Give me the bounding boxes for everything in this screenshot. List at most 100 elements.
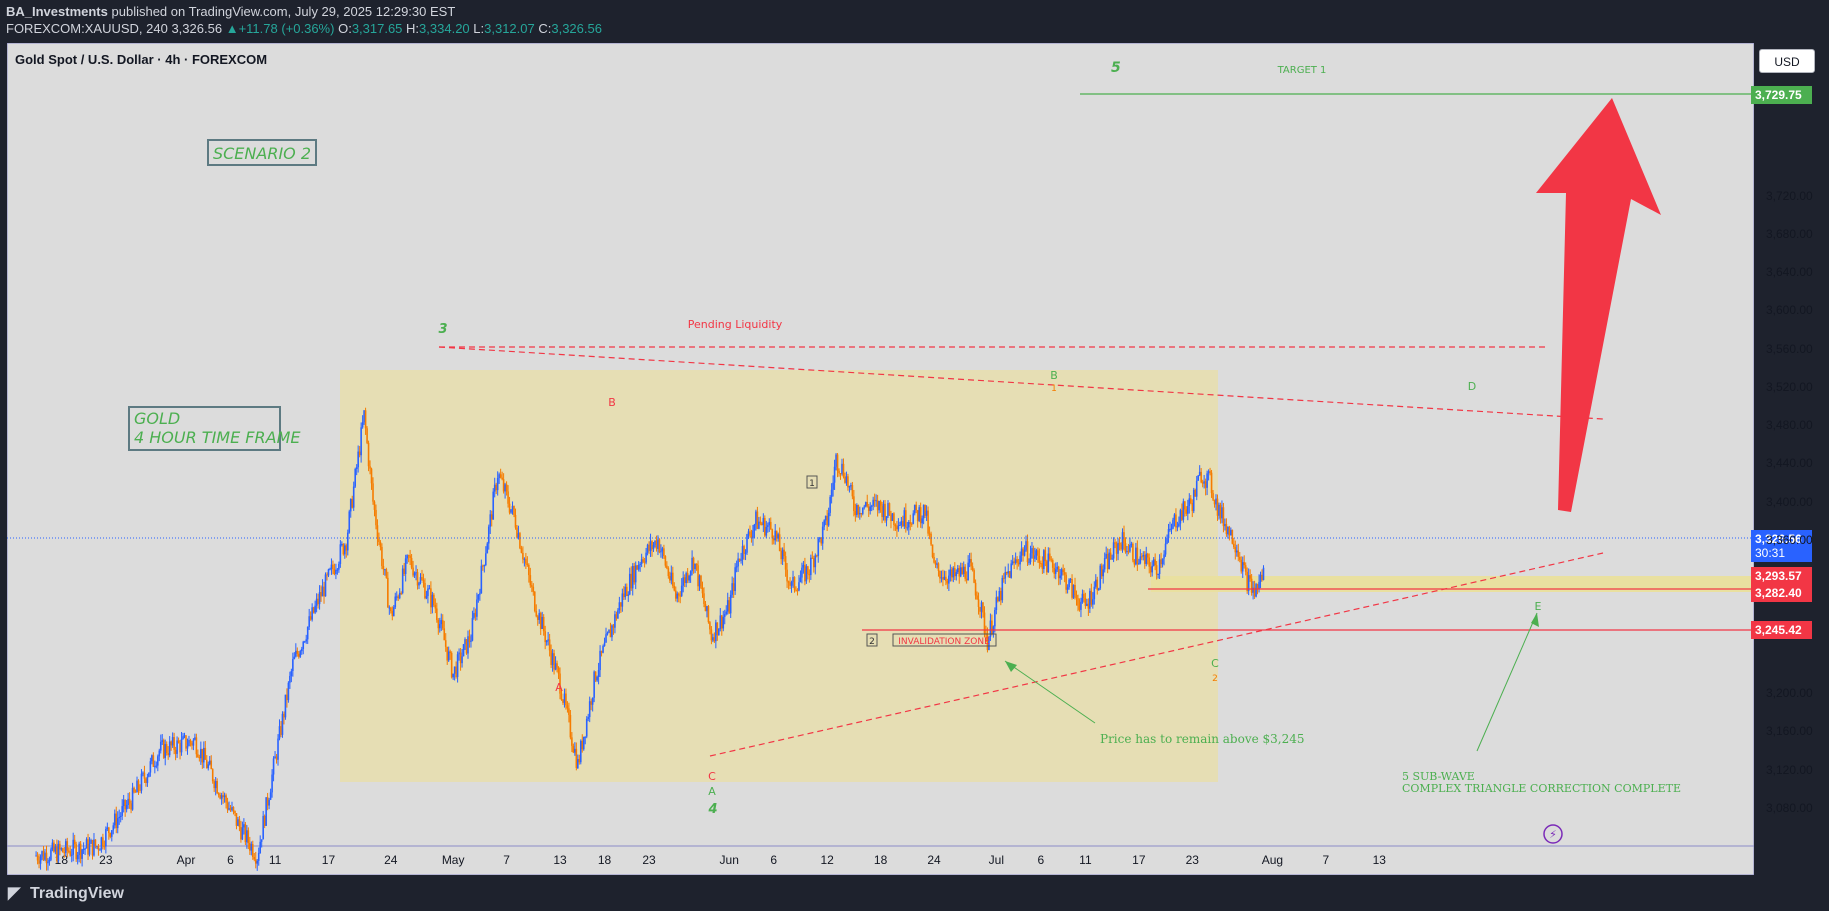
candle-body [712,637,714,641]
candle-body [934,562,937,565]
candle-body [749,531,751,536]
candle-body [56,846,58,861]
invalidation-zone-label: INVALIDATION ZONE [898,637,990,647]
lightning-glyph: ⚡ [1549,828,1557,841]
candle-body [1062,569,1064,573]
candle-body [39,856,42,864]
candle-body [1191,502,1194,512]
candle-body [936,563,938,565]
candle-body [1086,603,1088,606]
candle-body [603,642,606,646]
wave-A-red-label: A [555,681,563,694]
candle-body [228,808,230,810]
publisher-name[interactable]: BA_Investments [6,4,108,19]
candle-body [940,577,943,579]
candle-body [701,588,704,594]
candle-body [547,639,549,641]
lightning-icon[interactable] [1543,824,1563,844]
candle-body [535,611,538,617]
wave-B-red-label: B [608,396,616,409]
candle-body [110,830,113,837]
candle-body [177,740,180,743]
tradingview-logo[interactable]: ◤ TradingView [8,883,124,903]
candle-body [516,527,518,538]
candle-body [75,844,77,860]
candle-body [768,521,771,526]
candle-body [1099,565,1102,589]
level-b-tag: 3,282.40 [1751,584,1812,602]
candle-body [251,844,254,857]
candle-body [237,819,239,826]
candle-body [692,557,695,570]
candle-body [1093,586,1096,600]
candle-body [232,807,235,811]
candle-body [317,598,319,605]
candle-body [406,555,408,559]
candle-body [970,559,972,567]
y-tick-label: 3,360.00 [1766,532,1813,547]
candle-body [149,761,152,773]
candle-body [103,846,106,848]
candle-body [225,795,227,803]
candle-body [761,523,763,526]
candle-body [105,829,107,847]
candle-body [1029,553,1032,563]
candle-body [63,852,66,854]
candle-body [211,769,214,782]
candle-body [425,596,428,599]
wave-B-small-label: 1 [1051,384,1057,394]
candle-body [579,740,582,763]
candle-body [94,839,97,847]
candle-body [942,577,944,580]
candle-body [179,742,181,753]
candle-body [1026,541,1029,563]
candle-body [762,517,765,526]
candle-body [73,839,76,845]
candle-body [154,766,156,768]
candle-body [1118,542,1121,545]
candle-body [643,561,646,563]
candle-body [1008,571,1011,578]
candle-body [99,849,101,851]
candle-body [1127,550,1130,552]
candle-body [431,594,434,608]
candle-body [1222,507,1225,527]
candle-body [69,851,72,856]
candle-body [1209,471,1211,473]
candle-body [844,476,846,483]
candle-body [1023,550,1026,556]
candle-body [553,653,555,670]
candle-body [633,566,636,583]
subwave-label-1: 5 SUB-WAVE [1402,770,1475,783]
candle-body [159,741,162,751]
current-price-tag: 3,326.56 30:31 [1751,530,1812,562]
candle-body [458,652,460,655]
candle-body [1155,565,1158,575]
candle-body [827,512,830,526]
candle-body [440,620,443,625]
candle-body [952,568,955,578]
candle-body [1041,563,1044,570]
candle-body [208,760,211,765]
candle-body [1255,584,1257,597]
candle-body [305,639,308,642]
candle-body [1054,569,1057,574]
chart-canvas[interactable]: 18 23 Apr 6 11 17 24 May 7 13 18 23 Jun 6 12 18 24 Jul 6 11… [7,43,1754,875]
candle-body [1176,526,1179,528]
candle-body [1124,543,1127,553]
candle-body [937,563,940,571]
candle-body [266,797,269,806]
candle-body [746,534,748,553]
candle-body [582,736,585,750]
candle-body [136,780,138,793]
candle-body [919,507,922,524]
candle-body [1221,507,1223,519]
candle-body [1109,552,1112,560]
candle-body [959,567,962,577]
subwave-arrow [1476,612,1538,752]
chart-frame[interactable]: 18 23 Apr 6 11 17 24 May 7 13 18 23 Jun 6 12 18 24 Jul 6 11… [7,43,1754,875]
candle-body [1173,514,1176,520]
candle-body [223,795,226,798]
candle-body [1246,571,1248,591]
currency-button[interactable]: USD [1759,49,1815,73]
